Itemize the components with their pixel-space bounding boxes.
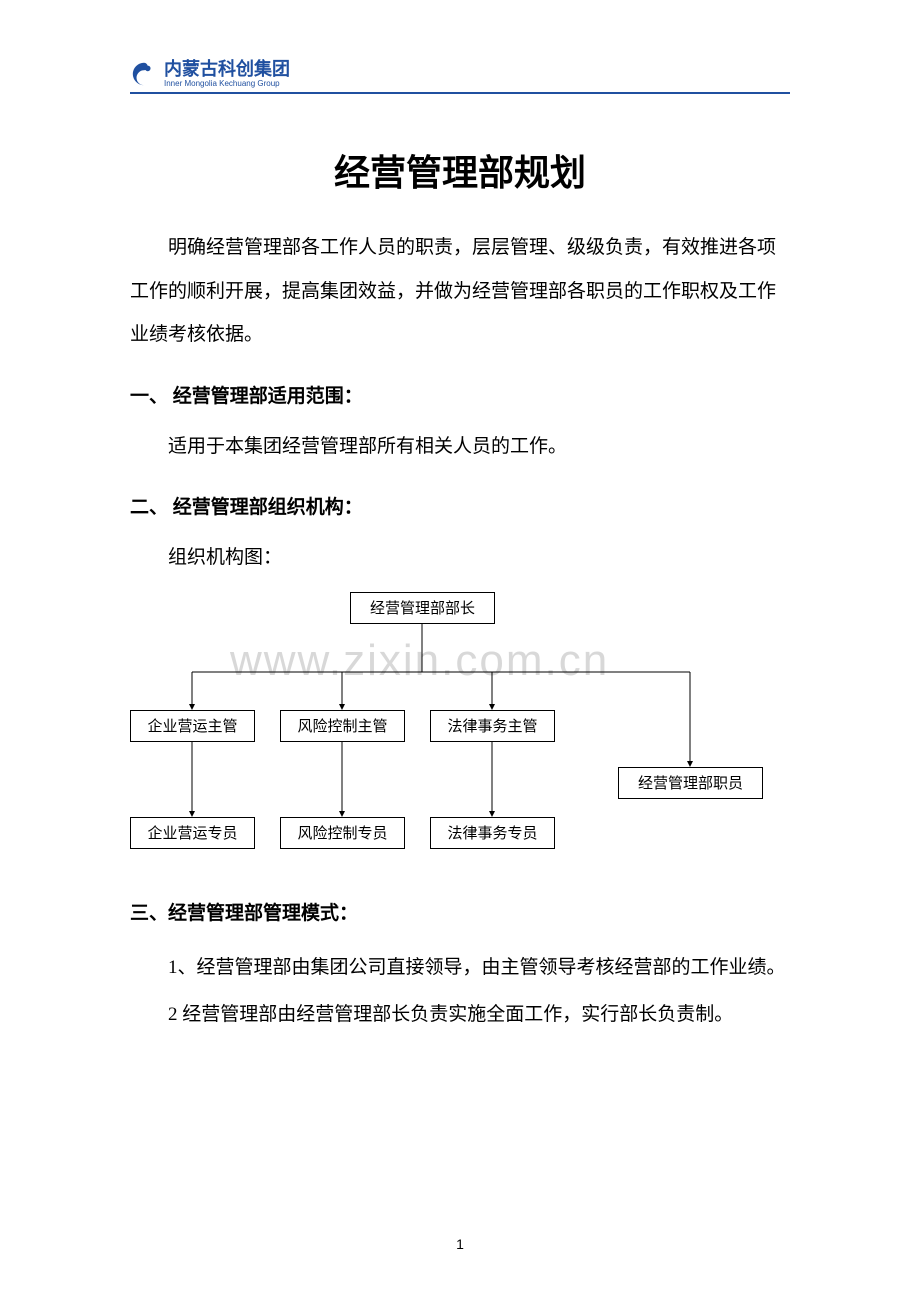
section1-body: 适用于本集团经营管理部所有相关人员的工作。 (130, 425, 790, 469)
document-page: 内蒙古科创集团 Inner Mongolia Kechuang Group 经营… (0, 0, 920, 1081)
logo: 内蒙古科创集团 Inner Mongolia Kechuang Group (130, 60, 290, 88)
org-node-root: 经营管理部部长 (350, 592, 495, 624)
page-number: 1 (456, 1236, 464, 1252)
section1-heading: 一、 经营管理部适用范围： (130, 375, 790, 419)
org-node-a4: 经营管理部职员 (618, 767, 763, 799)
org-chart-label: 组织机构图： (130, 536, 790, 580)
watermark-text: www.zixin.com.cn (230, 636, 609, 686)
page-header: 内蒙古科创集团 Inner Mongolia Kechuang Group (130, 60, 790, 94)
logo-en: Inner Mongolia Kechuang Group (164, 80, 290, 88)
org-node-b3: 法律事务专员 (430, 817, 555, 849)
section3-heading: 三、经营管理部管理模式： (130, 892, 790, 936)
org-node-b2: 风险控制专员 (280, 817, 405, 849)
document-title: 经营管理部规划 (130, 144, 790, 196)
section3-item-1: 1、经营管理部由集团公司直接领导，由主管领导考核经营部的工作业绩。 (130, 946, 790, 990)
section2-heading: 二、 经营管理部组织机构： (130, 486, 790, 530)
section3-item-2: 2 经营管理部由经营管理部长负责实施全面工作，实行部长负责制。 (130, 993, 790, 1037)
logo-icon (130, 60, 158, 88)
org-node-a1: 企业营运主管 (130, 710, 255, 742)
org-chart: www.zixin.com.cn (130, 592, 790, 852)
org-node-a3: 法律事务主管 (430, 710, 555, 742)
intro-paragraph: 明确经营管理部各工作人员的职责，层层管理、级级负责，有效推进各项工作的顺利开展，… (130, 226, 790, 357)
logo-cn: 内蒙古科创集团 (164, 60, 290, 78)
org-node-b1: 企业营运专员 (130, 817, 255, 849)
logo-text: 内蒙古科创集团 Inner Mongolia Kechuang Group (164, 60, 290, 88)
org-node-a2: 风险控制主管 (280, 710, 405, 742)
